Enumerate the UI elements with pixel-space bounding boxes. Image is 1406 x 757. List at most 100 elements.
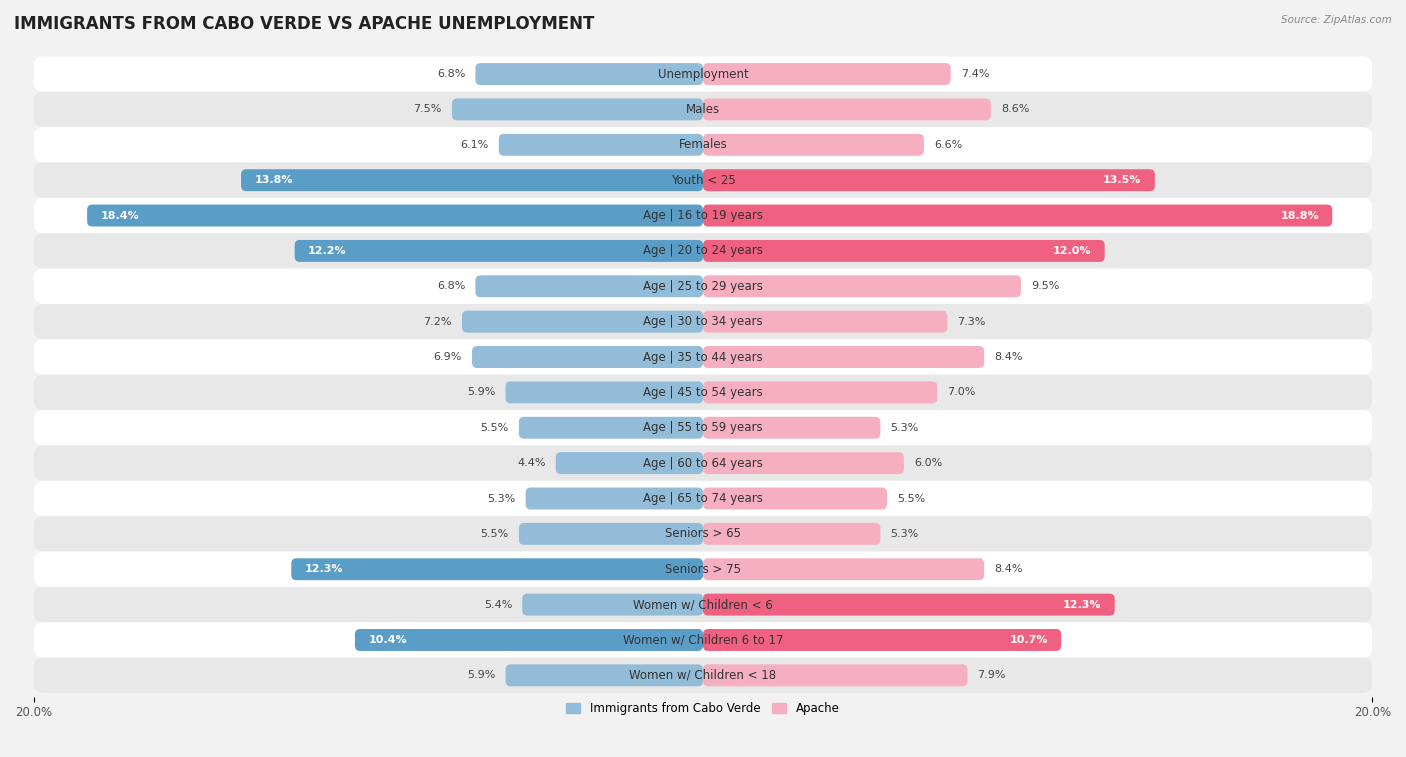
FancyBboxPatch shape — [703, 417, 880, 439]
Text: Age | 25 to 29 years: Age | 25 to 29 years — [643, 280, 763, 293]
FancyBboxPatch shape — [34, 127, 1372, 163]
FancyBboxPatch shape — [703, 170, 1154, 192]
Text: Age | 55 to 59 years: Age | 55 to 59 years — [643, 421, 763, 435]
FancyBboxPatch shape — [703, 204, 1333, 226]
FancyBboxPatch shape — [703, 240, 1105, 262]
Text: Unemployment: Unemployment — [658, 67, 748, 80]
Text: 8.4%: 8.4% — [994, 564, 1022, 575]
Text: 6.8%: 6.8% — [437, 282, 465, 291]
FancyBboxPatch shape — [703, 310, 948, 332]
Text: 9.5%: 9.5% — [1031, 282, 1059, 291]
FancyBboxPatch shape — [519, 417, 703, 439]
Text: Women w/ Children < 18: Women w/ Children < 18 — [630, 669, 776, 682]
Text: 5.5%: 5.5% — [481, 422, 509, 433]
Text: 6.9%: 6.9% — [433, 352, 463, 362]
Text: 7.4%: 7.4% — [960, 69, 990, 79]
Text: Age | 60 to 64 years: Age | 60 to 64 years — [643, 456, 763, 469]
Text: Age | 65 to 74 years: Age | 65 to 74 years — [643, 492, 763, 505]
Text: 7.9%: 7.9% — [977, 671, 1005, 681]
FancyBboxPatch shape — [703, 523, 880, 545]
Text: Age | 45 to 54 years: Age | 45 to 54 years — [643, 386, 763, 399]
Text: 13.8%: 13.8% — [254, 175, 292, 185]
Text: 8.4%: 8.4% — [994, 352, 1022, 362]
Text: 12.2%: 12.2% — [308, 246, 347, 256]
Text: Youth < 25: Youth < 25 — [671, 173, 735, 187]
FancyBboxPatch shape — [703, 488, 887, 509]
FancyBboxPatch shape — [703, 134, 924, 156]
FancyBboxPatch shape — [34, 304, 1372, 339]
FancyBboxPatch shape — [34, 552, 1372, 587]
Text: 5.5%: 5.5% — [481, 529, 509, 539]
FancyBboxPatch shape — [703, 63, 950, 85]
Text: 18.4%: 18.4% — [100, 210, 139, 220]
FancyBboxPatch shape — [703, 593, 1115, 615]
Text: 5.3%: 5.3% — [890, 422, 918, 433]
FancyBboxPatch shape — [703, 276, 1021, 298]
Text: IMMIGRANTS FROM CABO VERDE VS APACHE UNEMPLOYMENT: IMMIGRANTS FROM CABO VERDE VS APACHE UNE… — [14, 15, 595, 33]
FancyBboxPatch shape — [522, 593, 703, 615]
FancyBboxPatch shape — [34, 658, 1372, 693]
Text: 7.3%: 7.3% — [957, 316, 986, 327]
FancyBboxPatch shape — [34, 56, 1372, 92]
Text: 6.8%: 6.8% — [437, 69, 465, 79]
FancyBboxPatch shape — [34, 587, 1372, 622]
FancyBboxPatch shape — [34, 410, 1372, 445]
Text: Age | 16 to 19 years: Age | 16 to 19 years — [643, 209, 763, 222]
Text: 5.5%: 5.5% — [897, 494, 925, 503]
FancyBboxPatch shape — [34, 445, 1372, 481]
FancyBboxPatch shape — [451, 98, 703, 120]
FancyBboxPatch shape — [703, 558, 984, 580]
Text: 5.9%: 5.9% — [467, 671, 495, 681]
FancyBboxPatch shape — [555, 452, 703, 474]
Text: 5.3%: 5.3% — [488, 494, 516, 503]
Legend: Immigrants from Cabo Verde, Apache: Immigrants from Cabo Verde, Apache — [561, 697, 845, 720]
Text: 6.6%: 6.6% — [934, 140, 962, 150]
Text: 10.7%: 10.7% — [1010, 635, 1047, 645]
FancyBboxPatch shape — [34, 163, 1372, 198]
Text: Age | 20 to 24 years: Age | 20 to 24 years — [643, 245, 763, 257]
Text: 4.4%: 4.4% — [517, 458, 546, 468]
Text: Males: Males — [686, 103, 720, 116]
FancyBboxPatch shape — [475, 276, 703, 298]
FancyBboxPatch shape — [499, 134, 703, 156]
Text: Women w/ Children < 6: Women w/ Children < 6 — [633, 598, 773, 611]
Text: 5.9%: 5.9% — [467, 388, 495, 397]
Text: 12.3%: 12.3% — [305, 564, 343, 575]
FancyBboxPatch shape — [475, 63, 703, 85]
Text: 12.3%: 12.3% — [1063, 600, 1101, 609]
FancyBboxPatch shape — [703, 665, 967, 687]
Text: 18.8%: 18.8% — [1281, 210, 1319, 220]
FancyBboxPatch shape — [463, 310, 703, 332]
FancyBboxPatch shape — [354, 629, 703, 651]
Text: 13.5%: 13.5% — [1104, 175, 1142, 185]
Text: Females: Females — [679, 139, 727, 151]
Text: 8.6%: 8.6% — [1001, 104, 1029, 114]
Text: 7.0%: 7.0% — [948, 388, 976, 397]
FancyBboxPatch shape — [703, 629, 1062, 651]
FancyBboxPatch shape — [34, 92, 1372, 127]
Text: 5.4%: 5.4% — [484, 600, 512, 609]
Text: 7.2%: 7.2% — [423, 316, 451, 327]
FancyBboxPatch shape — [703, 98, 991, 120]
FancyBboxPatch shape — [506, 665, 703, 687]
FancyBboxPatch shape — [526, 488, 703, 509]
FancyBboxPatch shape — [506, 382, 703, 403]
FancyBboxPatch shape — [34, 233, 1372, 269]
FancyBboxPatch shape — [34, 269, 1372, 304]
FancyBboxPatch shape — [34, 339, 1372, 375]
Text: 7.5%: 7.5% — [413, 104, 441, 114]
Text: Seniors > 65: Seniors > 65 — [665, 528, 741, 540]
FancyBboxPatch shape — [34, 622, 1372, 658]
FancyBboxPatch shape — [703, 452, 904, 474]
Text: 5.3%: 5.3% — [890, 529, 918, 539]
Text: 10.4%: 10.4% — [368, 635, 406, 645]
Text: Age | 30 to 34 years: Age | 30 to 34 years — [643, 315, 763, 328]
FancyBboxPatch shape — [34, 481, 1372, 516]
FancyBboxPatch shape — [295, 240, 703, 262]
FancyBboxPatch shape — [703, 346, 984, 368]
Text: Source: ZipAtlas.com: Source: ZipAtlas.com — [1281, 15, 1392, 25]
Text: 6.1%: 6.1% — [461, 140, 489, 150]
FancyBboxPatch shape — [34, 516, 1372, 552]
FancyBboxPatch shape — [240, 170, 703, 192]
FancyBboxPatch shape — [291, 558, 703, 580]
